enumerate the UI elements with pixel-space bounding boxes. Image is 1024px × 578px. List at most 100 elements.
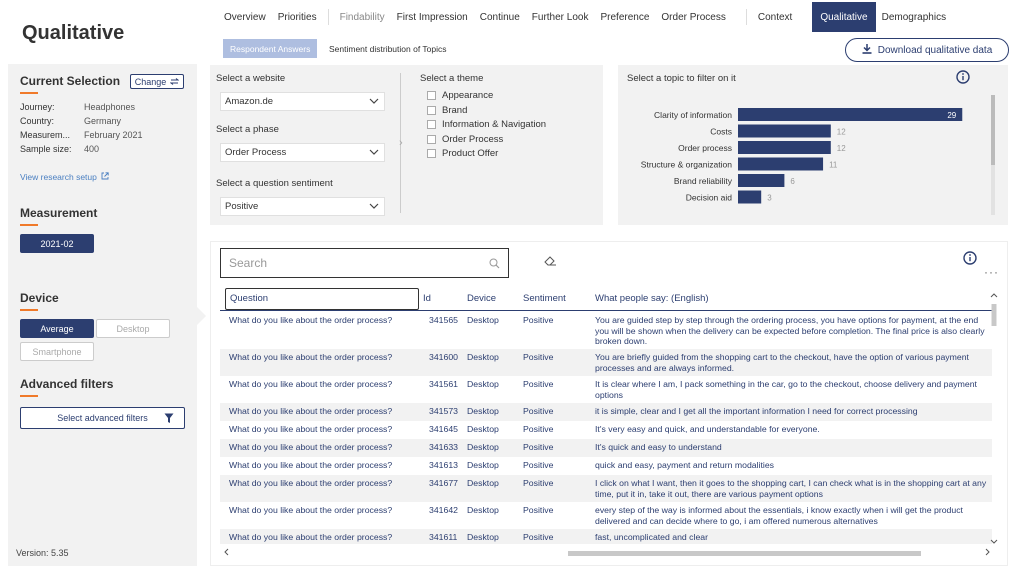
- bar-category-label: Decision aid: [686, 193, 733, 203]
- topic-bar[interactable]: [738, 141, 831, 154]
- phase-select[interactable]: Order Process: [220, 143, 385, 162]
- table-vertical-scrollbar[interactable]: [989, 292, 999, 548]
- info-icon[interactable]: [963, 251, 977, 268]
- checkbox[interactable]: [427, 91, 436, 100]
- info-icon[interactable]: [956, 70, 970, 87]
- table-row[interactable]: What do you like about the order process…: [220, 475, 992, 502]
- download-icon: [862, 43, 872, 57]
- device-desktop[interactable]: Desktop: [96, 319, 170, 338]
- nav-findability[interactable]: Findability: [339, 11, 385, 23]
- cell-device: Desktop: [467, 352, 499, 362]
- sentiment-select[interactable]: Positive: [220, 197, 385, 216]
- theme-appearance[interactable]: Appearance: [427, 90, 493, 101]
- table-row[interactable]: What do you like about the order process…: [220, 312, 992, 349]
- chart-scrollbar[interactable]: [991, 95, 995, 215]
- checkbox[interactable]: [427, 135, 436, 144]
- theme-product-offer[interactable]: Product Offer: [427, 148, 498, 159]
- change-selection-button[interactable]: Change: [130, 74, 184, 89]
- chart-scroll-thumb[interactable]: [991, 95, 995, 165]
- website-select[interactable]: Amazon.de: [220, 92, 385, 111]
- topic-bar[interactable]: [738, 124, 831, 138]
- checkbox[interactable]: [427, 120, 436, 129]
- topic-bar[interactable]: [738, 174, 785, 187]
- search-input[interactable]: Search: [220, 248, 509, 278]
- scroll-right-icon[interactable]: [983, 547, 991, 560]
- current-selection-title: Current Selection: [20, 74, 121, 88]
- table-row[interactable]: What do you like about the order process…: [220, 457, 992, 475]
- select-advanced-filters-button[interactable]: Select advanced filters: [20, 407, 185, 429]
- table-row[interactable]: What do you like about the order process…: [220, 529, 992, 544]
- tab-respondent-answers[interactable]: Respondent Answers: [223, 39, 318, 58]
- column-id[interactable]: Id: [423, 293, 431, 304]
- cell-question: What do you like about the order process…: [229, 532, 393, 542]
- table-row[interactable]: What do you like about the order process…: [220, 376, 992, 403]
- sidebar: Current Selection Change Journey: Headph…: [8, 64, 197, 566]
- scroll-left-icon[interactable]: [223, 547, 231, 560]
- change-label: Change: [134, 76, 167, 87]
- cell-device: Desktop: [467, 442, 499, 452]
- cell-question: What do you like about the order process…: [229, 478, 393, 488]
- cell-sentiment: Positive: [523, 315, 554, 325]
- nav-first-impression[interactable]: First Impression: [396, 11, 468, 23]
- nav-further-look[interactable]: Further Look: [531, 11, 589, 23]
- cell-device: Desktop: [467, 460, 499, 470]
- cell-question: What do you like about the order process…: [229, 424, 393, 434]
- column-sentiment[interactable]: Sentiment: [523, 293, 566, 304]
- device-average[interactable]: Average: [20, 319, 94, 338]
- theme-information-navigation[interactable]: Information & Navigation: [427, 119, 546, 130]
- cell-id: 341600: [429, 352, 458, 362]
- cell-what-people-say: every step of the way is informed about …: [595, 505, 963, 526]
- measurement-title: Measurement: [20, 206, 98, 220]
- topic-bar[interactable]: [738, 157, 824, 171]
- chevron-right-icon: ›: [399, 137, 403, 149]
- nav-overview[interactable]: Overview: [224, 11, 266, 23]
- nav-continue[interactable]: Continue: [479, 11, 520, 23]
- topic-bar-chart[interactable]: Clarity of information 29 Costs 12 Order pro…: [618, 103, 988, 213]
- cell-what-people-say: It is clear where I am, I pack something…: [595, 379, 977, 400]
- cell-what-people-say: It's very easy and quick, and understand…: [595, 424, 820, 434]
- table-row[interactable]: What do you like about the order process…: [220, 439, 992, 457]
- table-row[interactable]: What do you like about the order process…: [220, 502, 992, 529]
- column-what-people-say[interactable]: What people say: (English): [595, 293, 709, 304]
- country-key: Country:: [20, 116, 55, 126]
- column-device[interactable]: Device: [467, 293, 497, 304]
- download-qualitative-button[interactable]: Download qualitative data: [845, 38, 1009, 62]
- column-question[interactable]: Question: [225, 288, 419, 310]
- selection-details: Journey: Headphones Country: Germany Mea…: [20, 102, 185, 154]
- bar-category-label: Clarity of information: [654, 110, 732, 120]
- table-horizontal-scrollbar[interactable]: [223, 547, 993, 557]
- theme-label-text: Information & Navigation: [442, 119, 547, 130]
- view-research-setup-link[interactable]: View research setup: [20, 172, 185, 182]
- website-label: Select a website: [216, 73, 286, 84]
- cell-question: What do you like about the order process…: [229, 460, 393, 470]
- table-row[interactable]: What do you like about the order process…: [220, 349, 992, 376]
- checkbox[interactable]: [427, 106, 436, 115]
- device-smartphone[interactable]: Smartphone: [20, 342, 94, 361]
- more-options-icon[interactable]: ···: [984, 265, 999, 279]
- device-title: Device: [20, 291, 59, 305]
- nav-demographics[interactable]: Demographics: [881, 11, 947, 23]
- nav-qualitative[interactable]: Qualitative: [812, 2, 876, 32]
- filter-icon: [164, 413, 174, 426]
- theme-order-process[interactable]: Order Process: [427, 134, 503, 145]
- topic-bar[interactable]: [738, 190, 762, 204]
- horizontal-scroll-thumb[interactable]: [568, 551, 921, 556]
- nav-priorities[interactable]: Priorities: [277, 11, 317, 23]
- cell-what-people-say: It's quick and easy to understand: [595, 442, 722, 452]
- table-row[interactable]: What do you like about the order process…: [220, 403, 992, 421]
- top-nav: Overview Priorities Findability First Im…: [218, 2, 952, 32]
- theme-label-text: Product Offer: [442, 148, 499, 159]
- theme-brand[interactable]: Brand: [427, 105, 467, 116]
- version-label: Version: 5.35: [16, 548, 69, 558]
- measurement-pill[interactable]: 2021-02: [20, 234, 94, 253]
- eraser-icon[interactable]: [544, 256, 557, 269]
- sample-size-value: 400: [84, 144, 100, 154]
- nav-context[interactable]: Context: [757, 11, 793, 23]
- journey-key: Journey:: [20, 102, 55, 112]
- checkbox[interactable]: [427, 149, 436, 158]
- nav-order-process[interactable]: Order Process: [661, 11, 726, 23]
- nav-preference[interactable]: Preference: [600, 11, 650, 23]
- topic-bar[interactable]: [738, 108, 963, 121]
- tab-sentiment-distribution[interactable]: Sentiment distribution of Topics: [329, 43, 447, 54]
- table-row[interactable]: What do you like about the order process…: [220, 421, 992, 439]
